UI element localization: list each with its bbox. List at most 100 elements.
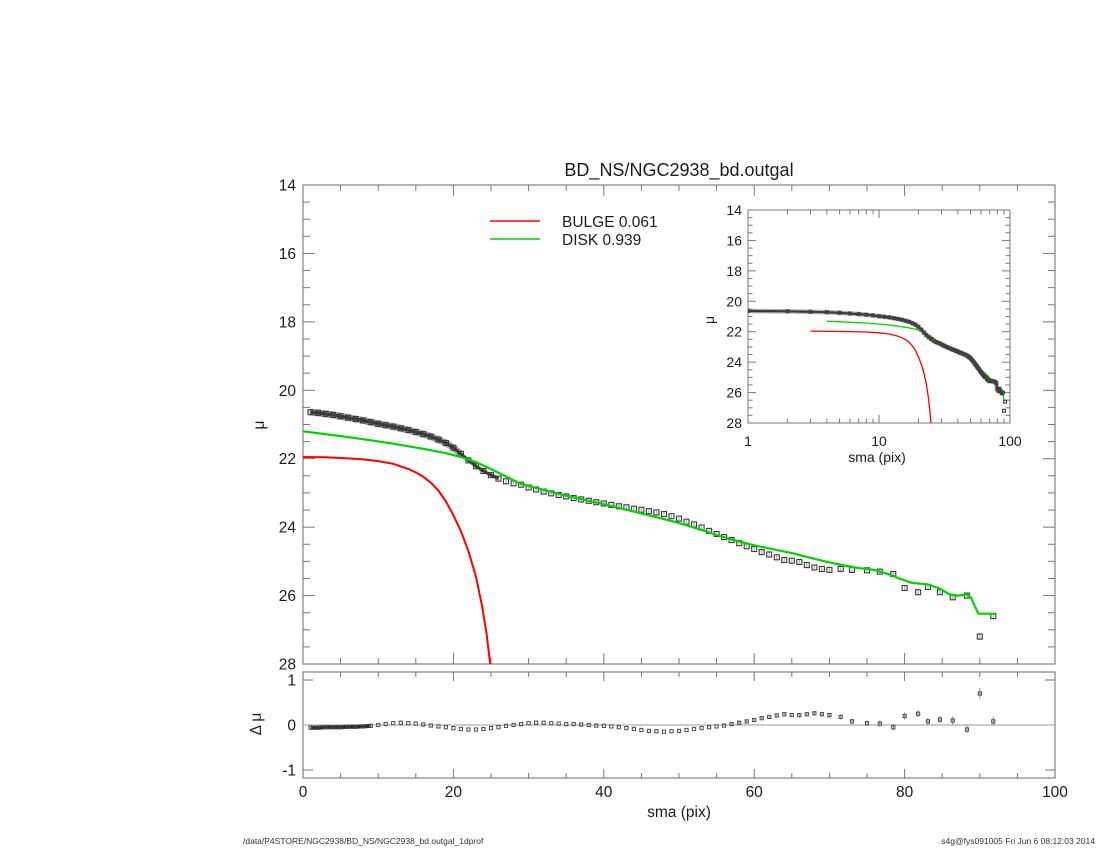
data-point-marker [307, 409, 314, 416]
series-line [810, 330, 932, 423]
series-line [303, 456, 492, 664]
data-point-marker [950, 718, 955, 723]
main-plot-axes: 14 16 18 20 22 24 26 28 [279, 178, 1056, 674]
legend-bulge-label: BULGE 0.061 [562, 214, 658, 231]
inset-plot-axes: 14 16 18 20 22 24 26 281 10 100 [726, 202, 1021, 449]
data-point-marker [534, 720, 539, 725]
data-point-marker [901, 584, 908, 592]
residual-series [303, 688, 1055, 734]
data-point-marker [913, 322, 918, 327]
data-point-marker [864, 721, 870, 726]
data-point-marker [891, 316, 896, 321]
data-point-marker [413, 721, 418, 726]
data-point-marker [887, 315, 892, 320]
data-point-marker [915, 589, 922, 596]
data-point-marker [654, 729, 659, 734]
data-point-marker [421, 722, 426, 727]
data-layer [303, 308, 1055, 734]
data-point-marker [519, 722, 524, 727]
data-point-marker [541, 720, 546, 725]
tick-label: 28 [726, 415, 742, 431]
data-point-marker [427, 433, 434, 440]
data-point-marker [472, 463, 480, 470]
tick-label: 16 [279, 246, 296, 263]
data-point-marker [827, 713, 832, 718]
data-point-marker [856, 312, 861, 317]
data-point-marker [331, 725, 336, 730]
data-point-marker [737, 720, 742, 725]
data-point-marker [804, 712, 809, 717]
data-point-marker [824, 310, 829, 315]
data-point-marker [707, 725, 712, 730]
inset-series [748, 308, 1008, 423]
data-point-marker [751, 545, 758, 553]
main-y-axis-label: μ [251, 421, 268, 430]
tick-label: 18 [726, 263, 742, 279]
data-point-marker [360, 417, 367, 424]
data-point-marker [916, 324, 921, 329]
data-point-marker [361, 724, 366, 729]
data-point-marker [442, 439, 449, 447]
data-point-marker [571, 722, 576, 727]
data-point-marker [785, 309, 790, 314]
tick-label: -1 [282, 763, 296, 780]
data-point-marker [579, 722, 584, 727]
data-point-marker [376, 722, 381, 728]
tick-label: 26 [726, 385, 742, 401]
data-point-marker [803, 562, 810, 569]
tick-label: 40 [595, 784, 613, 801]
data-point-marker [368, 723, 373, 728]
data-point-marker [660, 511, 668, 518]
data-point-marker [631, 726, 636, 732]
data-point-marker [503, 723, 509, 728]
data-point-marker [837, 565, 844, 572]
data-point-marker [601, 723, 606, 728]
data-point-marker [796, 558, 803, 566]
data-point-marker [466, 727, 471, 732]
tick-label: 20 [726, 293, 742, 309]
tick-label: 100 [1042, 784, 1068, 801]
data-point-marker [782, 712, 787, 717]
main-series [303, 408, 997, 664]
data-point-marker [375, 420, 382, 427]
data-point-marker [624, 726, 629, 731]
data-point-marker [322, 410, 329, 417]
tick-label: 28 [279, 657, 296, 674]
tick-label: 20 [279, 383, 297, 400]
data-point-marker [511, 722, 516, 728]
data-point-marker [766, 551, 773, 558]
data-point-marker [398, 720, 403, 725]
data-point-marker [759, 716, 764, 721]
data-point-marker [594, 723, 599, 728]
data-point-marker [323, 725, 328, 730]
data-point-marker [994, 381, 999, 385]
data-point-marker [564, 722, 569, 727]
data-point-marker [837, 310, 842, 315]
data-point-marker [549, 721, 554, 726]
data-point-marker [436, 724, 441, 729]
data-point-marker [502, 478, 510, 485]
data-point-marker [774, 713, 779, 718]
tick-label: 10 [871, 433, 887, 449]
data-point-marker [616, 725, 621, 730]
data-point-marker [767, 714, 772, 719]
data-point-marker [480, 467, 487, 475]
data-point-marker [896, 316, 901, 321]
data-point-marker [691, 726, 697, 732]
inset-y-axis-label: μ [701, 316, 717, 324]
tick-label: 1 [744, 433, 752, 449]
data-point-marker [811, 564, 818, 571]
data-point-marker [473, 727, 479, 732]
data-point-marker [406, 721, 411, 726]
data-point-marker [638, 506, 645, 513]
residual-y-axis-label: Δ μ [248, 713, 265, 736]
tick-label: 14 [726, 202, 742, 218]
data-point-marker [450, 444, 457, 451]
data-point-marker [964, 727, 970, 732]
data-point-marker [345, 414, 352, 421]
tick-label: 60 [746, 784, 764, 801]
footer-file-path: /data/P4STORE/NGC2938/BD_NS/NGC2938_bd.o… [243, 836, 484, 846]
